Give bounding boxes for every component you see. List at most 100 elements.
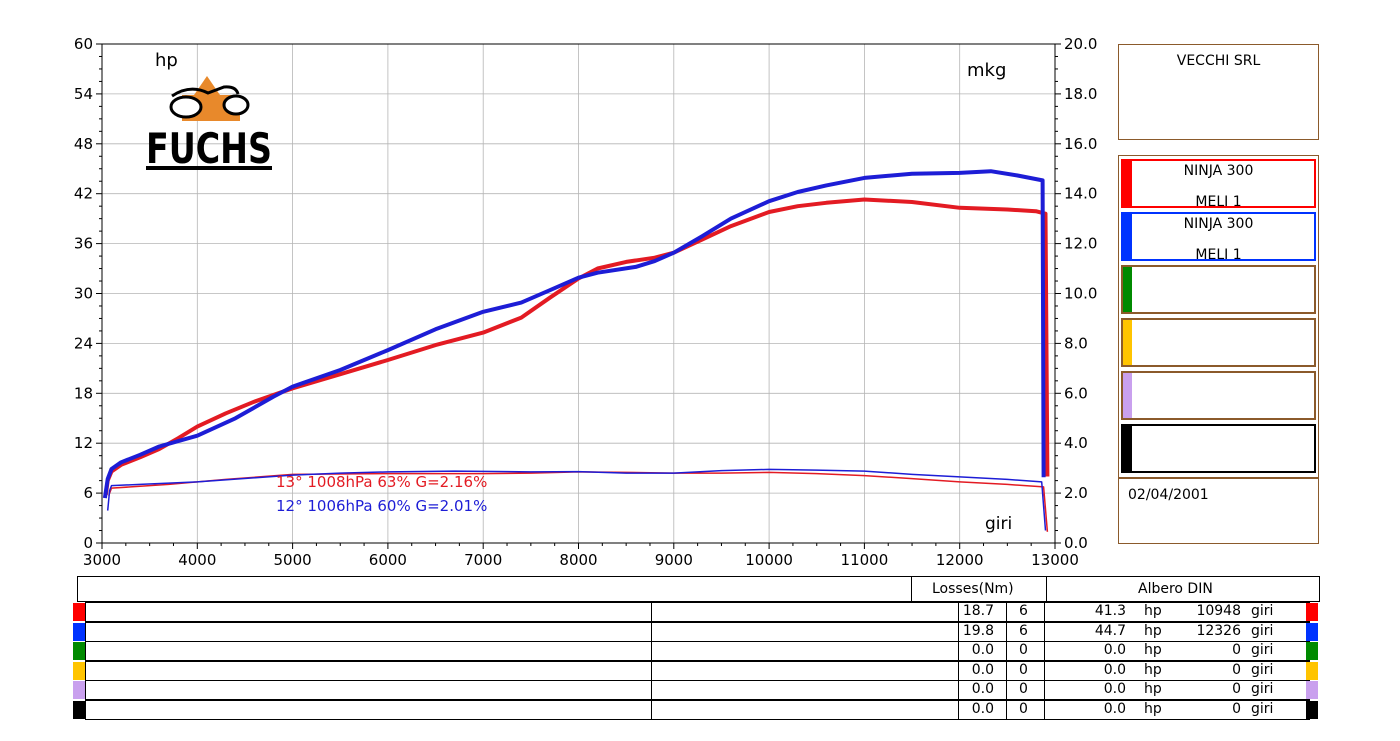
hp-value: 0.0 — [1103, 642, 1126, 658]
y-right-axis-label: mkg — [967, 60, 1006, 81]
column-divider — [1006, 642, 1007, 660]
row-color-marker-right — [1306, 622, 1318, 641]
y-right-tick-label: 8.0 — [1064, 334, 1088, 352]
column-divider — [958, 661, 959, 680]
column-divider — [1044, 622, 1045, 641]
legend-slot: NINJA 300 MELI 1 — [1119, 210, 1318, 263]
y-right-tick-label: 2.0 — [1064, 484, 1088, 502]
x-tick-label: 11000 — [841, 551, 889, 569]
y-left-tick-label: 60 — [74, 35, 93, 53]
column-divider — [1006, 700, 1007, 719]
legend-sublabel: MELI 1 — [1195, 247, 1242, 263]
rpm-unit: giri — [1251, 603, 1274, 619]
legend-slot — [1119, 263, 1318, 316]
y-right-tick-label: 6.0 — [1064, 384, 1088, 402]
legend-sublabel: MELI 1 — [1195, 194, 1242, 210]
column-divider — [1044, 603, 1045, 621]
legend-color-swatch — [1123, 214, 1132, 259]
hp-value: 44.7 — [1094, 622, 1126, 639]
legend-frame — [1121, 371, 1316, 420]
row-color-marker-left — [73, 681, 85, 699]
row-color-marker-left — [73, 700, 85, 719]
column-divider — [651, 622, 652, 641]
hp-unit: hp — [1144, 603, 1162, 619]
y-left-tick-label: 6 — [83, 484, 93, 502]
hp-unit: hp — [1144, 681, 1162, 697]
rpm-unit: giri — [1251, 642, 1274, 658]
column-divider — [1006, 603, 1007, 621]
y-left-tick-label: 36 — [74, 235, 93, 253]
x-tick-label: 9000 — [655, 551, 693, 569]
column-divider — [1044, 642, 1045, 660]
x-tick-label: 8000 — [559, 551, 597, 569]
y-left-tick-label: 0 — [83, 534, 93, 552]
rpm-unit: giri — [1251, 661, 1274, 678]
table-row: 0.0 0 0.0 hp 0 giri — [85, 680, 1310, 700]
loss-value: 0.0 — [971, 681, 994, 697]
x-tick-label: 12000 — [936, 551, 984, 569]
loss-value: 0.0 — [971, 642, 994, 658]
loss-value: 18.7 — [962, 603, 994, 619]
legend-label: NINJA 300 — [1183, 163, 1254, 179]
x-tick-label: 13000 — [1031, 551, 1079, 569]
x-tick-label: 4000 — [178, 551, 216, 569]
column-divider — [958, 681, 959, 699]
series-line-4-torque — [106, 468, 1047, 531]
legend-label: NINJA 300 — [1183, 216, 1254, 232]
column-divider — [958, 603, 959, 621]
legend-slot — [1119, 422, 1318, 475]
legend-color-swatch — [1123, 320, 1132, 365]
date-box: 02/04/2001 — [1118, 478, 1319, 544]
x-tick-label: 6000 — [369, 551, 407, 569]
hp-unit: hp — [1144, 642, 1162, 658]
rpm-value: 0 — [1232, 661, 1241, 678]
company-box: VECCHI SRL — [1118, 44, 1319, 140]
legend-color-swatch — [1123, 373, 1132, 418]
legend-frame — [1121, 318, 1316, 367]
y-right-tick-label: 14.0 — [1064, 185, 1097, 203]
losses-header-cell — [911, 577, 1047, 601]
hp-value: 0.0 — [1103, 681, 1126, 697]
column-divider — [1006, 622, 1007, 641]
row-color-marker-right — [1306, 642, 1318, 660]
y-right-tick-label: 20.0 — [1064, 35, 1097, 53]
table-row: 19.8 6 44.7 hp 12326 giri — [85, 621, 1310, 642]
hp-value: 0.0 — [1103, 700, 1126, 717]
column-divider — [1044, 661, 1045, 680]
loss-count: 6 — [1019, 622, 1028, 639]
hp-unit: hp — [1144, 700, 1162, 717]
rpm-value: 0 — [1232, 700, 1241, 717]
rpm-unit: giri — [1251, 622, 1274, 639]
legend-frame — [1121, 265, 1316, 314]
y-right-tick-label: 10.0 — [1064, 285, 1097, 303]
rpm-unit: giri — [1251, 681, 1274, 697]
albero-header: Albero DIN — [1138, 581, 1213, 597]
y-right-tick-label: 12.0 — [1064, 235, 1097, 253]
loss-count: 0 — [1019, 700, 1028, 717]
y-left-tick-label: 54 — [74, 85, 93, 103]
loss-value: 0.0 — [971, 661, 994, 678]
y-left-tick-label: 12 — [74, 434, 93, 452]
column-divider — [651, 661, 652, 680]
test-date: 02/04/2001 — [1128, 487, 1209, 503]
column-divider — [1044, 700, 1045, 719]
legend-color-swatch — [1123, 426, 1132, 471]
y-right-tick-label: 18.0 — [1064, 85, 1097, 103]
legend-color-swatch — [1123, 267, 1132, 312]
rpm-unit: giri — [1251, 700, 1274, 717]
rpm-value: 12326 — [1196, 622, 1241, 639]
x-tick-label: 3000 — [83, 551, 121, 569]
table-row: 0.0 0 0.0 hp 0 giri — [85, 699, 1310, 720]
column-divider — [651, 681, 652, 699]
loss-value: 19.8 — [962, 622, 994, 639]
weather-annotation: 13° 1008hPa 63% G=2.16% — [276, 473, 487, 491]
loss-count: 0 — [1019, 661, 1028, 678]
column-divider — [958, 642, 959, 660]
rpm-value: 10948 — [1196, 603, 1241, 619]
weather-annotation: 12° 1006hPa 60% G=2.01% — [276, 497, 487, 515]
loss-count: 0 — [1019, 681, 1028, 697]
logo-text: FUCHS — [146, 124, 272, 173]
hp-unit: hp — [1144, 622, 1162, 639]
company-name: VECCHI SRL — [1176, 53, 1261, 69]
legend-frame — [1121, 424, 1316, 473]
